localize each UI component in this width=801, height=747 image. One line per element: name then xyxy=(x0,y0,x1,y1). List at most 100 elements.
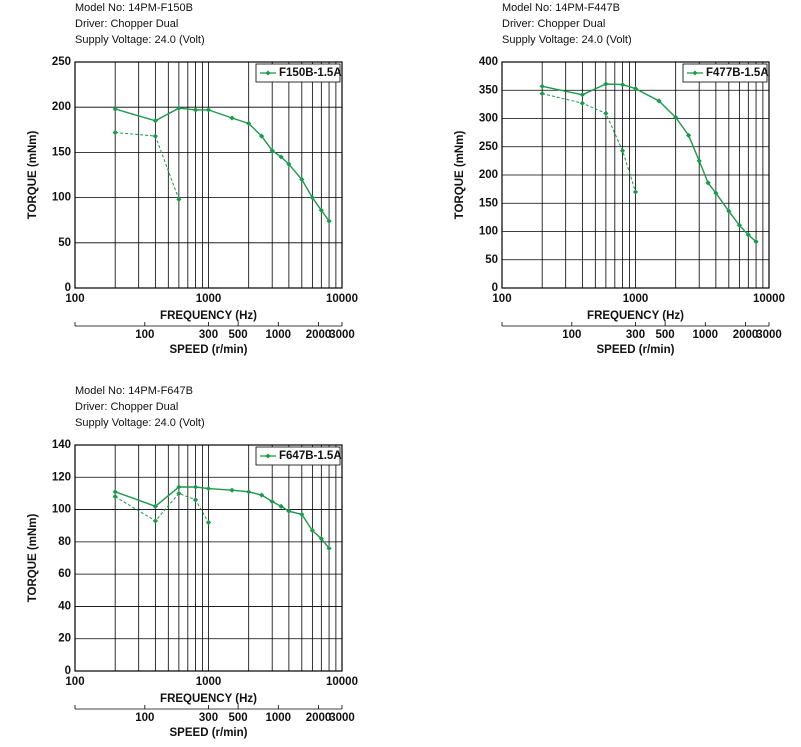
plot-frame xyxy=(74,444,343,672)
y-tick-label: 200 xyxy=(52,101,71,113)
speed-tick-label: 1000 xyxy=(266,329,292,341)
y-tick-label: 250 xyxy=(479,141,498,153)
speed-tick-label: 300 xyxy=(626,329,645,341)
plot-frame xyxy=(501,61,770,289)
speed-tick-label: 100 xyxy=(135,329,154,341)
legend-marker xyxy=(265,453,271,459)
data-point xyxy=(656,98,662,104)
data-point xyxy=(176,490,182,497)
speed-axis-label: SPEED (r/min) xyxy=(597,344,675,356)
y-tick-label: 140 xyxy=(52,439,71,451)
y-tick-label: 50 xyxy=(58,237,71,249)
data-point xyxy=(603,110,609,117)
y-tick-label: 250 xyxy=(52,56,71,68)
data-point xyxy=(152,518,158,524)
legend-label: F647B-1.5A xyxy=(279,450,342,462)
data-point xyxy=(619,82,626,88)
header-line: Supply Voltage: 24.0 (Volt) xyxy=(502,34,632,46)
x-tick-label: 10000 xyxy=(326,293,358,305)
legend-label: F477B-1.5A xyxy=(706,67,769,79)
data-point xyxy=(112,106,118,112)
speed-tick-label: 3000 xyxy=(329,329,355,341)
speed-tick-label: 1000 xyxy=(266,712,292,724)
data-point xyxy=(152,133,158,139)
series-line xyxy=(115,107,330,222)
data-point xyxy=(309,195,315,201)
speed-tick-label: 2000 xyxy=(306,712,332,724)
data-point xyxy=(112,494,118,500)
legend-box xyxy=(255,63,341,83)
x-axis-label: FREQUENCY (Hz) xyxy=(160,693,257,705)
data-point xyxy=(112,489,118,495)
data-point xyxy=(259,133,265,139)
series-line xyxy=(542,93,636,193)
data-point xyxy=(269,147,275,154)
data-point xyxy=(673,114,679,120)
y-tick-label: 200 xyxy=(479,169,498,181)
speed-tick-label: 3000 xyxy=(756,329,782,341)
legend-marker xyxy=(265,70,271,76)
series-line xyxy=(115,132,180,200)
y-tick-label: 60 xyxy=(58,568,71,580)
data-point xyxy=(152,118,158,124)
speed-axis-label: SPEED (r/min) xyxy=(170,727,248,739)
data-point xyxy=(152,503,158,509)
series-line xyxy=(542,83,757,243)
y-tick-label: 50 xyxy=(485,254,498,266)
speed-tick-label: 100 xyxy=(562,329,581,341)
data-point xyxy=(326,545,332,551)
x-axis-label: FREQUENCY (Hz) xyxy=(587,310,684,322)
speed-axis-label: SPEED (r/min) xyxy=(170,344,248,356)
data-point xyxy=(246,120,252,127)
y-tick-label: 0 xyxy=(65,282,71,294)
data-point xyxy=(686,132,692,139)
data-point xyxy=(299,511,305,518)
data-point xyxy=(736,222,742,228)
x-tick-label: 1000 xyxy=(196,676,222,688)
data-point xyxy=(192,484,199,490)
data-point xyxy=(246,489,252,495)
data-point xyxy=(318,207,324,213)
data-point xyxy=(205,107,212,113)
data-point xyxy=(318,536,324,542)
legend-label: F150B-1.5A xyxy=(279,67,342,79)
speed-tick-label: 100 xyxy=(135,712,154,724)
header-line: Driver: Chopper Dual xyxy=(502,18,605,30)
header-line: Driver: Chopper Dual xyxy=(75,401,178,413)
data-point xyxy=(713,190,719,196)
data-point xyxy=(259,492,265,498)
y-axis-label: TORQUE (mNm) xyxy=(454,131,466,220)
header-line: Supply Voltage: 24.0 (Volt) xyxy=(75,34,205,46)
x-tick-label: 100 xyxy=(65,676,84,688)
data-point xyxy=(726,208,732,214)
y-tick-label: 80 xyxy=(58,536,71,548)
speed-tick-label: 500 xyxy=(229,712,248,724)
speed-tick-label: 1000 xyxy=(693,329,719,341)
y-tick-label: 0 xyxy=(65,665,71,677)
x-axis-label: FREQUENCY (Hz) xyxy=(160,310,257,322)
plot-frame xyxy=(74,61,343,289)
speed-tick-label: 500 xyxy=(656,329,675,341)
speed-tick-label: 500 xyxy=(229,329,248,341)
y-axis-label: TORQUE (mNm) xyxy=(27,514,39,603)
data-point xyxy=(192,497,199,503)
data-point xyxy=(229,115,235,121)
data-point xyxy=(269,498,275,505)
data-point xyxy=(309,527,315,534)
y-tick-label: 40 xyxy=(58,600,71,612)
data-point xyxy=(229,487,235,493)
header-line: Driver: Chopper Dual xyxy=(75,18,178,30)
header-line: Model No: 14PM-F447B xyxy=(502,2,620,14)
speed-tick-label: 2000 xyxy=(306,329,332,341)
data-point xyxy=(278,503,284,509)
y-tick-label: 100 xyxy=(52,192,71,204)
data-point xyxy=(299,176,305,183)
data-point xyxy=(176,105,182,111)
y-tick-label: 100 xyxy=(479,226,498,238)
data-point xyxy=(632,189,639,195)
data-point xyxy=(753,239,759,245)
data-point xyxy=(192,107,199,113)
y-tick-label: 350 xyxy=(479,84,498,96)
data-point xyxy=(603,81,609,87)
